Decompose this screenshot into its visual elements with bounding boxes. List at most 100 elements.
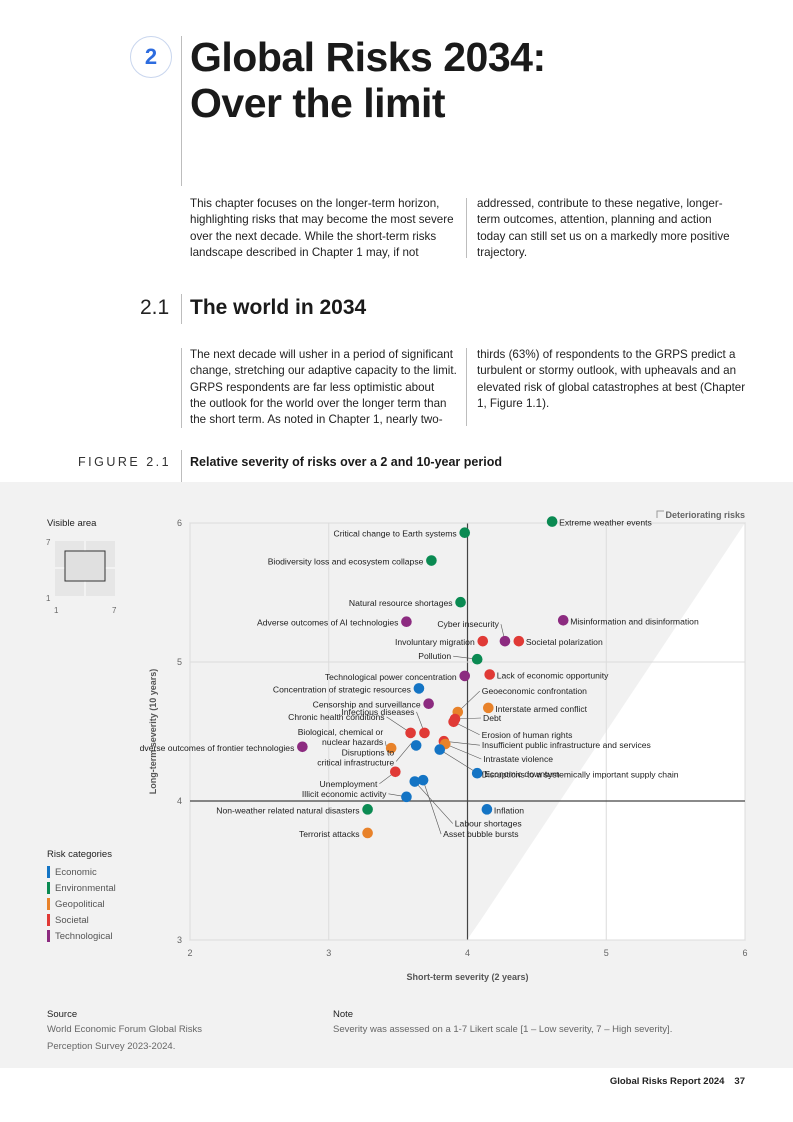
x-tick-label: 3: [326, 948, 331, 958]
risk-point: [459, 670, 471, 682]
y-tick-label: 5: [177, 657, 182, 667]
section-right-line: thirds (63%) of respondents to the GRPS …: [477, 348, 736, 361]
y-axis-label: Long-term severity (10 years): [148, 669, 158, 795]
risk-point: [557, 615, 569, 626]
risk-point: [410, 740, 422, 751]
x-axis-label: Short-term severity (2 years): [406, 972, 528, 982]
risk-point: [362, 827, 373, 839]
legend-swatch: [47, 898, 50, 910]
risk-label: Critical change to Earth systems: [333, 529, 456, 539]
risk-point: [434, 744, 446, 755]
risk-label: Chronic health conditions: [288, 712, 385, 722]
section-body-rule: [181, 348, 182, 428]
risk-point: [413, 683, 425, 694]
source-text: World Economic Forum Global Risks Percep…: [47, 1021, 202, 1055]
y-tick-label: 3: [177, 935, 182, 945]
risk-label: Biological, chemical or nuclear hazards: [298, 727, 384, 747]
minimap-tick-x-left: 1: [54, 606, 59, 615]
source-line: Perception Survey 2023-2024.: [47, 1041, 176, 1052]
section-left-column: The next decade will usher in a period o…: [190, 347, 465, 428]
risk-label: Geoeconomic confrontation: [482, 686, 587, 696]
risk-label: Censorship and surveillance: [313, 700, 421, 710]
section-right-column: thirds (63%) of respondents to the GRPS …: [477, 347, 752, 412]
risk-label: Extreme weather events: [559, 518, 652, 528]
legend-item-geopolitical: Geopolitical: [47, 896, 116, 912]
intro-right-line: addressed, contribute to these negative,…: [477, 197, 723, 210]
legend-swatch: [47, 930, 50, 942]
risk-point: [297, 741, 308, 753]
chapter-number-badge: 2: [130, 36, 172, 78]
risk-categories-legend: Economic Environmental Geopolitical Soci…: [47, 864, 116, 944]
minimap-tick-x-right: 7: [112, 606, 117, 615]
x-tick-label: 4: [465, 948, 470, 958]
note-text: Severity was assessed on a 1-7 Likert sc…: [333, 1024, 673, 1035]
risk-label-line: nuclear hazards: [322, 737, 383, 747]
legend-item-societal: Societal: [47, 912, 116, 928]
risk-label: Pollution: [418, 651, 451, 661]
risk-label: Lack of economic opportunity: [497, 671, 609, 681]
legend-swatch: [47, 914, 50, 926]
intro-column-rule: [466, 198, 467, 258]
risk-label: Economic downturn: [484, 769, 560, 779]
risk-label: Illicit economic activity: [302, 789, 387, 799]
risk-label: Erosion of human rights: [482, 730, 573, 740]
risk-label: Non-weather related natural disasters: [216, 805, 359, 815]
intro-left-line: highlighting risks that may become the m…: [190, 213, 454, 227]
risk-label: Adverse outcomes of frontier technologie…: [140, 743, 294, 753]
legend-label: Societal: [55, 914, 89, 926]
section-right-line: elevated risk of global catastrophes at …: [477, 380, 746, 394]
legend-item-economic: Economic: [47, 864, 116, 880]
risk-label: Biodiversity loss and ecosystem collapse: [268, 557, 424, 567]
y-tick-label: 6: [177, 518, 182, 528]
intro-left-line: This chapter focuses on the longer-term …: [190, 197, 440, 210]
section-right-line: turbulent or stormy outlook, with upheav…: [477, 364, 737, 378]
risk-point: [390, 766, 401, 778]
risk-point: [409, 776, 421, 787]
risk-point: [448, 716, 459, 728]
legend-label: Environmental: [55, 882, 116, 894]
risk-point: [484, 669, 496, 680]
section-number: 2.1: [140, 296, 170, 319]
risk-label: Societal polarization: [526, 637, 603, 647]
risk-point: [483, 702, 494, 714]
minimap-tick-y-top: 7: [46, 538, 51, 547]
chapter-title-line-2: Over the limit: [190, 80, 446, 126]
visible-area-label: Visible area: [47, 518, 97, 529]
risk-point: [471, 653, 483, 665]
leader-line: [422, 780, 442, 835]
section-left-line: GRPS respondents are far less optimistic…: [190, 380, 435, 394]
risk-label: Concentration of strategic resources: [273, 684, 411, 694]
risk-point: [423, 698, 434, 709]
section-title: The world in 2034: [190, 296, 367, 319]
risk-label: Interstate armed conflict: [495, 704, 587, 714]
leader-line: [395, 743, 412, 762]
risk-point: [401, 791, 412, 803]
legend-label: Geopolitical: [55, 898, 105, 910]
section-right-line: 1, Figure 1.1).: [477, 396, 550, 410]
leader-line: [414, 781, 453, 824]
intro-right-line: term outcomes, attention, planning and a…: [477, 213, 712, 227]
chart-gridlines: [189, 522, 746, 941]
section-left-line: the outlook for the world over the longe…: [190, 396, 447, 410]
risk-point: [401, 616, 412, 627]
risk-label: Labour shortages: [455, 819, 522, 829]
legend-swatch: [47, 866, 50, 878]
risk-point: [477, 635, 489, 647]
footer-page-number: 37: [734, 1076, 745, 1087]
risk-point: [362, 804, 373, 815]
page-footer: Global Risks Report 2024 37: [600, 1076, 745, 1087]
risk-point: [546, 516, 558, 527]
intro-right-column: addressed, contribute to these negative,…: [477, 196, 747, 261]
minimap-tick-y-bottom: 1: [46, 594, 51, 603]
risk-label: Technological power concentration: [325, 672, 457, 682]
footer-report-name: Global Risks Report 2024: [609, 1076, 725, 1087]
risk-point: [513, 635, 525, 647]
section-left-line: change, stretching our adaptive capacity…: [190, 364, 457, 378]
intro-left-column: This chapter focuses on the longer-term …: [190, 196, 460, 261]
risk-label-line: Disruptions to: [342, 747, 395, 757]
section-left-line: the short term. As noted in Chapter 1, n…: [190, 413, 443, 427]
section-rule: [181, 294, 182, 324]
deteriorating-risks-marker: [656, 510, 664, 518]
risk-point: [426, 555, 437, 566]
